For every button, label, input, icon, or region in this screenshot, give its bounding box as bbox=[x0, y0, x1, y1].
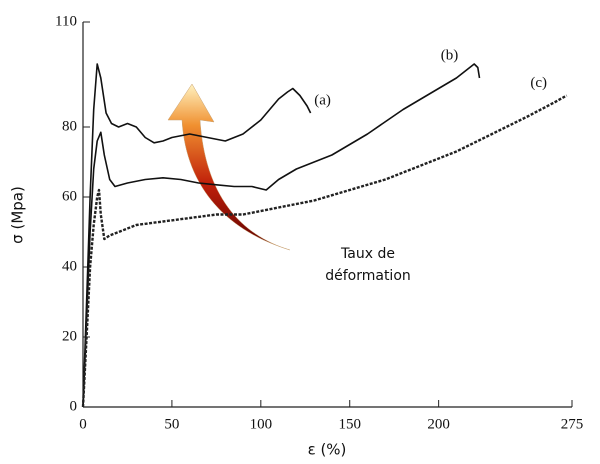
series-line bbox=[81, 94, 568, 408]
annotation: Taux de bbox=[340, 246, 395, 262]
y-tick-label: 0 bbox=[70, 398, 78, 414]
y-tick-label: 60 bbox=[62, 188, 77, 204]
x-tick-label: 150 bbox=[338, 416, 361, 432]
y-tick-label: 80 bbox=[62, 118, 77, 134]
series-label: (c) bbox=[530, 75, 547, 91]
series-line bbox=[82, 63, 312, 408]
annotation: déformation bbox=[325, 268, 411, 284]
y-tick-label: 20 bbox=[62, 328, 77, 344]
x-tick-label: 275 bbox=[561, 416, 584, 432]
series-line bbox=[82, 63, 481, 408]
rate-arrow bbox=[167, 83, 291, 251]
y-axis-label: σ (Mpa) bbox=[9, 186, 27, 244]
series-label: (a) bbox=[314, 92, 331, 108]
x-tick-label: 50 bbox=[164, 416, 179, 432]
y-tick-label: 110 bbox=[55, 13, 77, 29]
x-tick-label: 100 bbox=[250, 416, 273, 432]
x-tick-label: 200 bbox=[427, 416, 450, 432]
x-axis-label: ε (%) bbox=[308, 441, 347, 459]
y-tick-label: 40 bbox=[62, 258, 77, 274]
series-label: (b) bbox=[441, 47, 459, 63]
x-tick-label: 0 bbox=[79, 416, 87, 432]
